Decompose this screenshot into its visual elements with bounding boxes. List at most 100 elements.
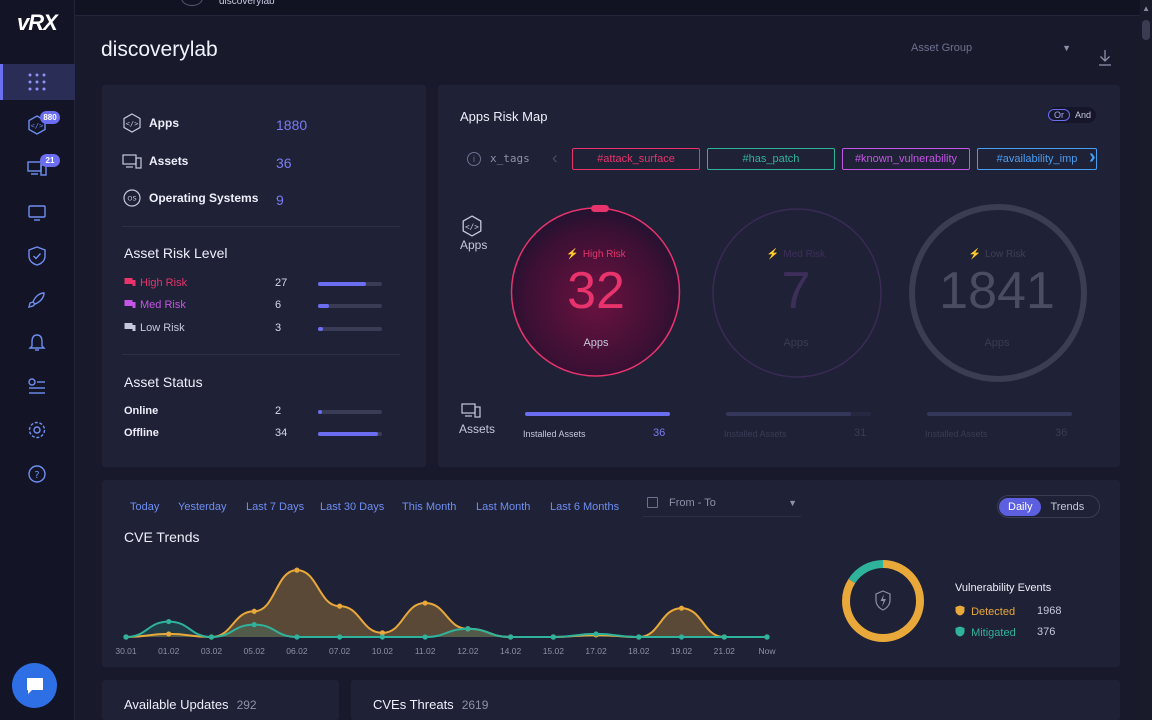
monitor-icon[interactable] <box>26 202 48 224</box>
toggle-or[interactable]: Or <box>1048 109 1070 121</box>
chat-button[interactable] <box>12 663 57 708</box>
asset-status-bar <box>318 432 382 436</box>
svg-text:?: ? <box>34 470 39 481</box>
installed-assets-count[interactable]: 31 <box>854 427 867 439</box>
asset-group-select[interactable]: Asset Group ▼ <box>911 42 1071 54</box>
data-point[interactable] <box>379 634 385 640</box>
daily-trends-toggle[interactable]: Daily Trends <box>997 495 1100 518</box>
asset-status-label[interactable]: Offline <box>124 427 159 439</box>
data-point[interactable] <box>208 634 215 640</box>
toggle-daily[interactable]: Daily <box>999 497 1042 516</box>
series-area <box>126 570 767 637</box>
data-point[interactable] <box>422 634 428 640</box>
cve-threats-card[interactable]: CVEs Threats 2619 <box>351 680 1120 720</box>
dashboard-icon[interactable] <box>26 71 48 93</box>
med-risk-ring[interactable] <box>710 206 884 380</box>
toggle-and[interactable]: And <box>1075 110 1092 120</box>
ring-value[interactable]: 7 <box>781 262 811 320</box>
available-updates-card[interactable]: Available Updates 292 <box>102 680 339 720</box>
date-filter-option[interactable]: Last Month <box>476 501 531 513</box>
tag-chip[interactable]: #attack_surface <box>572 148 700 170</box>
ring-title: ⚡ High Risk <box>566 249 626 260</box>
data-point[interactable] <box>166 631 172 637</box>
date-filter-option[interactable]: Last 30 Days <box>320 501 385 513</box>
risk-map-card: Apps Risk Map Or And i x_tags ‹ #attack_… <box>438 85 1120 467</box>
tag-chip[interactable]: #known_vulnerability <box>842 148 970 170</box>
installed-assets-bar <box>927 412 1072 416</box>
page-scrollbar[interactable]: ▲ <box>1140 0 1152 720</box>
legend-mitigated[interactable]: Mitigated <box>955 626 1016 639</box>
bell-icon[interactable] <box>26 332 48 354</box>
data-point[interactable] <box>764 634 770 640</box>
date-filter-option[interactable]: Today <box>130 501 160 513</box>
date-filter-option[interactable]: Last 6 Months <box>550 501 620 513</box>
data-point[interactable] <box>337 603 343 609</box>
or-and-toggle[interactable]: Or And <box>1048 107 1096 123</box>
data-point[interactable] <box>379 630 385 636</box>
vrx-logo[interactable]: vRX <box>17 10 58 35</box>
info-icon[interactable]: i <box>467 152 481 166</box>
os-count[interactable]: 9 <box>276 192 284 208</box>
data-point[interactable] <box>166 618 172 625</box>
date-range-picker[interactable]: From - To ▼ <box>643 495 801 517</box>
apps-summary-row[interactable]: </> Apps <box>122 113 179 133</box>
reports-icon[interactable] <box>26 376 48 398</box>
asset-status-label[interactable]: Online <box>124 405 159 417</box>
date-filter-option[interactable]: Last 7 Days <box>246 501 305 513</box>
data-point[interactable] <box>422 600 428 606</box>
download-icon[interactable] <box>1097 49 1113 67</box>
data-point[interactable] <box>251 608 257 614</box>
shield-icon[interactable] <box>26 245 48 267</box>
ring-value[interactable]: 32 <box>567 262 625 320</box>
scroll-up-icon[interactable]: ▲ <box>1142 4 1150 13</box>
tag-chip[interactable]: #has_patch <box>707 148 835 170</box>
chevron-left-icon[interactable]: ‹ <box>552 148 558 167</box>
rocket-icon[interactable] <box>26 289 48 311</box>
asset-risk-row[interactable]: Low Risk <box>124 322 185 334</box>
toggle-trends[interactable]: Trends <box>1050 500 1085 513</box>
data-point[interactable] <box>508 634 514 640</box>
assets-icon <box>122 151 142 171</box>
data-point[interactable] <box>123 634 129 640</box>
help-icon[interactable]: ? <box>26 463 48 485</box>
os-summary-row[interactable]: OS Operating Systems <box>122 188 258 208</box>
data-point[interactable] <box>636 634 642 640</box>
date-filter-option[interactable]: This Month <box>402 501 457 513</box>
data-point[interactable] <box>678 634 685 640</box>
installed-assets-count[interactable]: 36 <box>653 427 666 439</box>
apps-icon: </> <box>462 215 482 237</box>
assets-summary-row[interactable]: Assets <box>122 151 188 171</box>
scroll-thumb[interactable] <box>1142 20 1150 40</box>
asset-risk-row[interactable]: Med Risk <box>124 299 186 311</box>
data-point[interactable] <box>721 634 727 640</box>
cve-threats-title: CVEs Threats 2619 <box>373 697 489 712</box>
donut-mitigated-segment[interactable] <box>842 560 924 642</box>
data-point[interactable] <box>678 605 685 611</box>
data-point[interactable] <box>251 622 257 628</box>
data-point[interactable] <box>294 634 300 640</box>
assets-count[interactable]: 36 <box>276 155 292 171</box>
settings-icon[interactable] <box>26 419 48 441</box>
x-tick-label: 12.02 <box>457 646 479 656</box>
assets-badge: 21 <box>40 154 60 167</box>
avatar[interactable] <box>181 0 203 6</box>
apps-count[interactable]: 1880 <box>276 117 308 133</box>
date-filter-option[interactable]: Yesterday <box>178 501 227 513</box>
data-point[interactable] <box>465 626 471 632</box>
data-point[interactable] <box>294 567 300 573</box>
chevron-right-icon[interactable]: › <box>1089 146 1096 168</box>
tag-chip[interactable]: #availability_imp <box>977 148 1097 170</box>
data-point[interactable] <box>550 634 556 640</box>
available-updates-count: 292 <box>236 698 257 712</box>
installed-assets-count[interactable]: 36 <box>1055 427 1068 439</box>
data-point[interactable] <box>337 634 343 640</box>
top-user-name[interactable]: discoverylab <box>219 0 275 7</box>
asset-risk-bar <box>318 327 382 331</box>
low-risk-ring[interactable] <box>907 202 1089 384</box>
high-risk-ring[interactable] <box>508 203 683 378</box>
ring-value[interactable]: 1841 <box>939 262 1055 320</box>
legend-detected[interactable]: Detected <box>955 605 1015 618</box>
asset-risk-row[interactable]: High Risk <box>124 277 187 289</box>
asset-risk-count: 27 <box>275 277 288 289</box>
data-point[interactable] <box>593 631 599 637</box>
